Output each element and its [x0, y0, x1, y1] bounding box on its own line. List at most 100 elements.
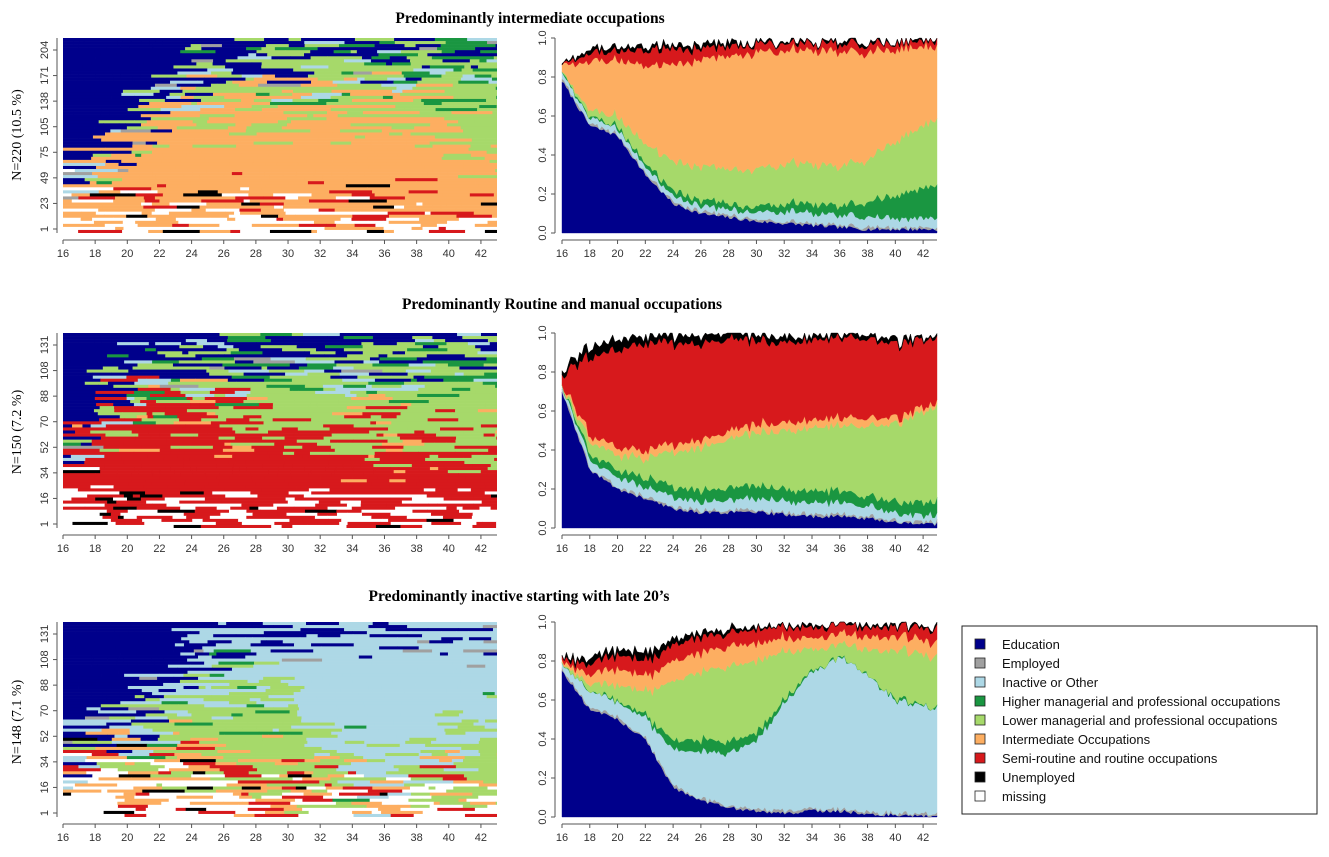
sequence-segment	[298, 196, 337, 200]
sequence-segment	[437, 722, 474, 726]
sequence-segment	[96, 518, 112, 523]
sequence-segment	[127, 664, 169, 669]
sequence-segment	[393, 229, 404, 233]
sequence-segment	[282, 655, 297, 659]
sequence-segment	[409, 643, 449, 647]
sequence-segment	[399, 409, 436, 413]
sequence-segment	[296, 655, 317, 659]
sequence-segment	[441, 625, 458, 629]
sequence-segment	[345, 184, 391, 188]
sequence-segment	[390, 339, 416, 343]
sequence-segment	[76, 80, 106, 85]
sequence-segment	[298, 390, 316, 395]
sequence-segment	[146, 500, 180, 504]
sequence-segment	[255, 92, 270, 97]
sequence-segment	[80, 667, 101, 672]
sequence-segment	[350, 673, 378, 678]
index-tick-label: 108	[39, 361, 51, 379]
sequence-segment	[235, 196, 264, 200]
sequence-segment	[120, 184, 158, 188]
sequence-segment	[397, 673, 406, 678]
sequence-segment	[391, 375, 414, 380]
sequence-segment	[63, 448, 100, 453]
sequence-segment	[471, 132, 497, 136]
sequence-segment	[458, 175, 473, 179]
sequence-segment	[490, 506, 497, 511]
sequence-segment	[197, 682, 230, 687]
sequence-segment	[191, 713, 218, 717]
sequence-segment	[293, 138, 319, 142]
sequence-segment	[117, 342, 150, 346]
sequence-segment	[223, 53, 249, 57]
sequence-segment	[248, 181, 262, 185]
sequence-segment	[83, 77, 101, 81]
sequence-segment	[113, 497, 128, 501]
sequence-segment	[237, 759, 282, 763]
sequence-segment	[70, 71, 113, 75]
sequence-segment	[191, 59, 214, 63]
sequence-segment	[265, 670, 291, 675]
sequence-segment	[385, 409, 400, 413]
sequence-segment	[435, 120, 459, 124]
sequence-segment	[63, 500, 108, 504]
sequence-segment	[474, 223, 497, 228]
sequence-segment	[63, 74, 79, 78]
sequence-segment	[314, 421, 328, 425]
legend-label: Higher managerial and professional occup…	[1002, 694, 1281, 709]
index-tick-label: 23	[39, 197, 51, 209]
sequence-segment	[454, 406, 485, 410]
sequence-segment	[234, 38, 265, 42]
sequence-segment	[434, 442, 447, 447]
sequence-segment	[271, 98, 293, 103]
sequence-segment	[444, 707, 488, 711]
sequence-segment	[247, 117, 288, 121]
sequence-segment	[417, 667, 457, 672]
sequence-segment	[395, 162, 408, 167]
sequence-segment	[372, 655, 388, 659]
sequence-segment	[303, 792, 324, 796]
sequence-segment	[225, 80, 233, 85]
sequence-segment	[63, 98, 80, 103]
sequence-segment	[414, 159, 458, 164]
sequence-segment	[453, 95, 464, 100]
sequence-segment	[447, 479, 481, 483]
sequence-segment	[372, 336, 413, 340]
sequence-segment	[190, 442, 225, 447]
sequence-segment	[157, 655, 199, 659]
sequence-segment	[122, 363, 138, 367]
sequence-segment	[63, 217, 82, 222]
sequence-segment	[226, 147, 233, 152]
sequence-segment	[264, 476, 292, 480]
sequence-segment	[174, 722, 214, 726]
sequence-segment	[333, 667, 366, 672]
y-tick-label: 0.0	[537, 225, 549, 240]
sequence-segment	[151, 187, 165, 191]
sequence-segment	[274, 47, 319, 51]
sequence-segment	[402, 649, 433, 653]
sequence-segment	[273, 719, 302, 723]
sequence-segment	[443, 768, 479, 772]
sequence-segment	[236, 762, 276, 766]
sequence-segment	[179, 488, 203, 492]
sequence-segment	[490, 89, 497, 94]
sequence-segment	[168, 381, 191, 386]
sequence-segment	[102, 205, 144, 209]
x-tick-label: 18	[89, 248, 101, 260]
sequence-segment	[311, 193, 323, 197]
sequence-segment	[325, 521, 340, 526]
sequence-segment	[256, 652, 292, 656]
sequence-segment	[142, 765, 166, 769]
panel-2-sequence-plot	[63, 333, 497, 528]
sequence-segment	[298, 223, 327, 228]
sequence-segment	[110, 129, 122, 133]
sequence-segment	[458, 120, 475, 124]
sequence-segment	[452, 415, 473, 419]
sequence-segment	[63, 737, 98, 742]
sequence-segment	[434, 92, 477, 97]
sequence-segment	[408, 190, 439, 194]
sequence-segment	[168, 810, 199, 815]
y-tick-label: 0.6	[537, 692, 549, 707]
sequence-segment	[63, 634, 100, 638]
sequence-segment	[408, 50, 443, 54]
